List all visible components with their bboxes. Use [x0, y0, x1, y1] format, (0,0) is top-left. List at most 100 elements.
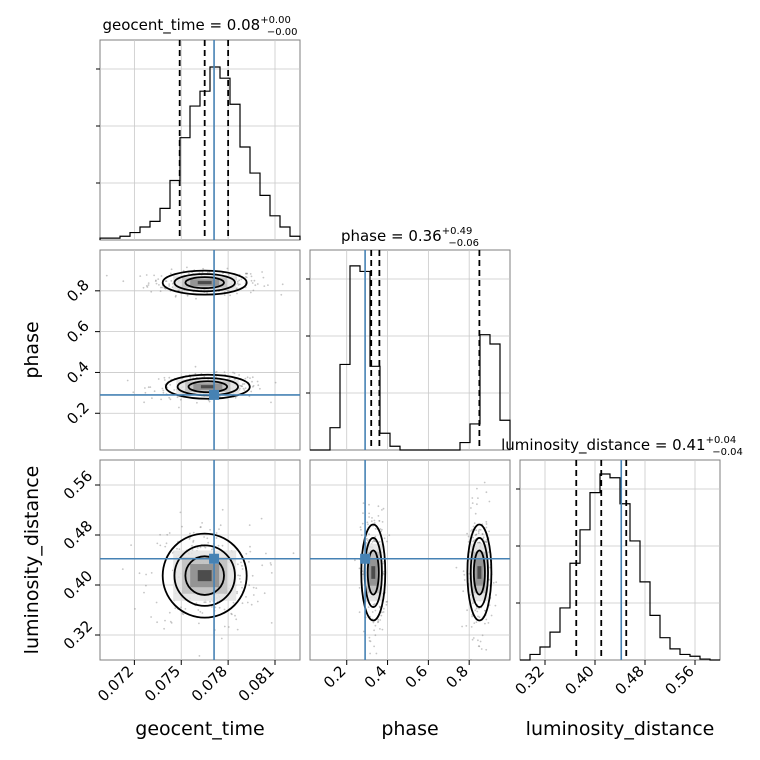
scatter-point — [462, 570, 465, 573]
scatter-point — [147, 284, 150, 286]
scatter-point — [382, 562, 384, 565]
y-tick-label-phase-0: 0.2 — [63, 398, 93, 428]
scatter-point — [153, 390, 156, 393]
contour-level-2-phase_luminosity_distance-0 — [366, 549, 380, 596]
scatter-layer-geocent_time_luminosity_distance — [121, 508, 295, 657]
scatter-point — [244, 272, 247, 275]
scatter-point — [495, 594, 497, 596]
scatter-point — [146, 286, 149, 288]
x-tick-label-geocent_time-0: 0.072 — [94, 662, 137, 705]
scatter-point — [378, 605, 381, 608]
axis-label-x-phase: phase — [381, 718, 438, 740]
scatter-point — [362, 630, 365, 633]
scatter-point — [214, 606, 217, 609]
scatter-point — [383, 573, 385, 575]
scatter-point — [354, 559, 356, 562]
scatter-point — [204, 546, 207, 549]
scatter-point — [471, 502, 474, 504]
scatter-point — [201, 522, 204, 524]
scatter-point — [174, 295, 177, 298]
truth-marker-phase_luminosity_distance — [360, 553, 371, 564]
scatter-point — [373, 603, 376, 605]
scatter-point — [379, 528, 382, 530]
scatter-point — [381, 628, 384, 631]
scatter-point — [241, 383, 244, 385]
scatter-point — [241, 586, 243, 589]
scatter-point — [256, 600, 259, 603]
scatter-point — [249, 273, 252, 275]
scatter-point — [274, 381, 277, 384]
scatter-point — [368, 533, 370, 536]
scatter-point — [147, 282, 150, 284]
scatter-point — [142, 286, 145, 289]
scatter-point — [382, 507, 385, 510]
scatter-point — [206, 537, 209, 540]
scatter-point — [236, 280, 239, 283]
scatter-point — [471, 615, 473, 618]
scatter-point — [388, 534, 391, 537]
scatter-point — [381, 611, 383, 614]
scatter-point — [379, 606, 381, 609]
scatter-point — [263, 285, 266, 287]
scatter-point — [121, 568, 124, 570]
scatter-point — [476, 610, 479, 613]
scatter-point — [192, 531, 195, 534]
scatter-point — [260, 517, 263, 520]
scatter-point — [191, 544, 193, 547]
scatter-point — [218, 528, 220, 530]
scatter-point — [495, 581, 498, 584]
scatter-point — [219, 524, 222, 527]
scatter-point — [184, 608, 187, 610]
scatter-point — [472, 536, 474, 539]
scatter-point — [157, 378, 160, 380]
scatter-point — [254, 284, 257, 287]
scatter-point — [165, 542, 168, 545]
scatter-point — [385, 601, 388, 603]
scatter-point — [477, 530, 480, 533]
scatter-point — [476, 541, 479, 544]
scatter-point — [143, 401, 146, 404]
scatter-point — [238, 279, 241, 282]
scatter-point — [150, 616, 153, 618]
scatter-point — [374, 609, 377, 612]
scatter-point — [246, 376, 249, 379]
contour-level-2-geocent_time_phase-1 — [187, 380, 229, 394]
scatter-point — [386, 540, 388, 543]
scatter-point — [236, 292, 238, 295]
scatter-point — [481, 533, 484, 536]
scatter-point — [465, 625, 468, 627]
scatter-point — [105, 274, 108, 277]
scatter-point — [362, 512, 364, 514]
scatter-point — [467, 541, 470, 543]
scatter-point — [252, 384, 255, 387]
scatter-point — [223, 608, 226, 611]
scatter-point — [220, 637, 223, 640]
scatter-point — [370, 520, 373, 523]
scatter-point — [168, 283, 171, 285]
scatter-point — [158, 284, 160, 286]
scatter-point — [238, 578, 241, 580]
scatter-point — [262, 276, 265, 279]
scatter-point — [159, 290, 162, 293]
scatter-point — [358, 611, 361, 614]
scatter-point — [181, 290, 184, 293]
scatter-point — [226, 289, 229, 292]
scatter-point — [239, 384, 242, 387]
scatter-point — [378, 520, 381, 522]
scatter-point — [168, 285, 171, 287]
scatter-point — [168, 376, 171, 379]
scatter-point — [145, 274, 148, 276]
scatter-point — [214, 371, 217, 374]
scatter-point — [251, 574, 254, 577]
scatter-point — [229, 294, 232, 297]
scatter-point — [368, 503, 370, 506]
scatter-point — [175, 294, 177, 297]
scatter-point — [164, 619, 166, 622]
scatter-point — [270, 572, 273, 574]
scatter-point — [373, 540, 376, 543]
scatter-point — [470, 507, 472, 509]
scatter-point — [358, 567, 361, 570]
scatter-point — [377, 620, 380, 623]
scatter-point — [223, 371, 226, 373]
scatter-point — [369, 652, 371, 655]
